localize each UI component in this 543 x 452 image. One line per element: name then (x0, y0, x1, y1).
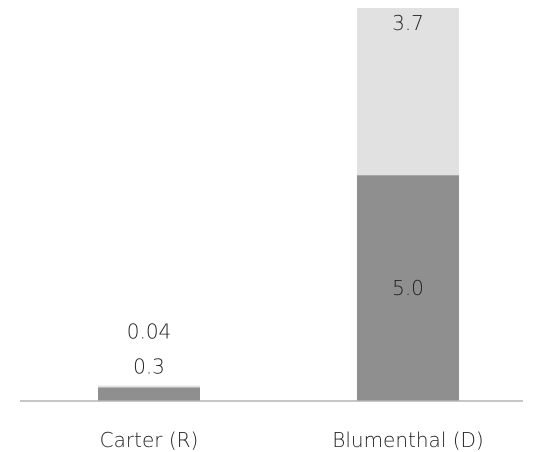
bars-layer (98, 8, 459, 401)
labels-layer: 0.3 0.04 5.0 3.7 (127, 11, 424, 379)
bar-blumenthal-d-segment-2 (357, 8, 459, 176)
data-label-blumenthal-d-segment-1: 5.0 (392, 276, 424, 300)
x-tick-labels: Carter (R) Blumenthal (D) (100, 428, 484, 452)
data-label-blumenthal-d-segment-2: 3.7 (392, 11, 424, 35)
bar-blumenthal-d-segment-1 (357, 175, 459, 401)
x-tick-label-carter-r: Carter (R) (100, 428, 199, 452)
bar-carter-r-segment-1 (98, 387, 200, 401)
data-label-carter-r-segment-2: 0.04 (127, 320, 172, 344)
x-tick-label-blumenthal-d: Blumenthal (D) (332, 428, 483, 452)
bar-carter-r-segment-2 (98, 385, 200, 388)
data-label-carter-r-segment-1: 0.3 (133, 355, 165, 379)
